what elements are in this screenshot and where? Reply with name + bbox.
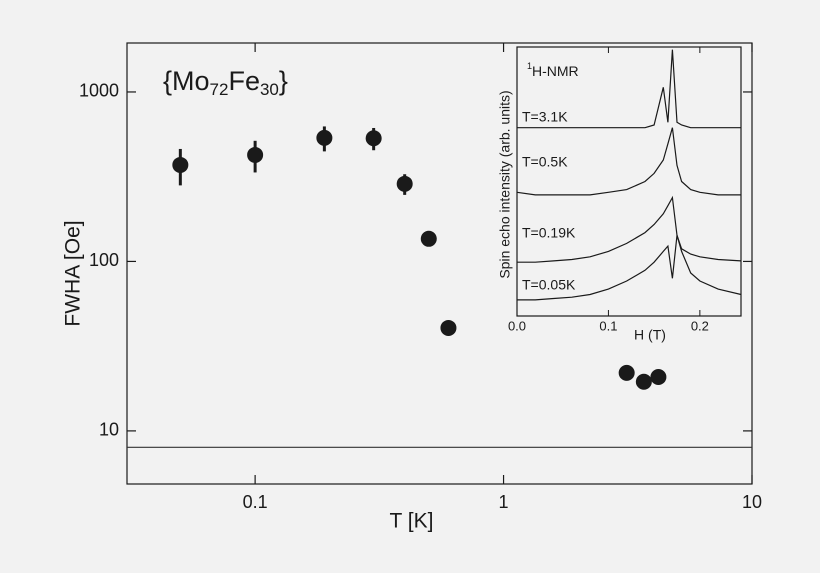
spectrum-line [517, 235, 742, 301]
data-point [172, 156, 189, 173]
y-tick-label: 10 [99, 420, 119, 440]
x-tick-label: 1 [499, 492, 509, 512]
inset-x-tick-label: 0.0 [508, 318, 526, 333]
series-label: T=0.19K [522, 225, 576, 241]
data-point [365, 130, 382, 147]
series-label: T=0.5K [522, 154, 568, 170]
annotation-part: } [279, 66, 288, 96]
y-tick-label: 100 [89, 250, 119, 270]
inset-x-tick-label: 0.2 [691, 318, 709, 333]
annotation-part: {Mo [163, 66, 210, 96]
annotation-part: 30 [260, 80, 279, 99]
data-point [650, 368, 667, 385]
series-label: T=3.1K [522, 109, 568, 125]
annotation-part: 72 [210, 80, 229, 99]
data-point [635, 373, 652, 390]
series-label: T=0.05K [522, 277, 576, 293]
inset-frame [516, 46, 742, 317]
data-point [440, 319, 457, 336]
spectrum-line [516, 127, 741, 196]
spectrum-line [517, 195, 742, 263]
inset-annotation-part: H-NMR [532, 63, 579, 79]
inset-annotation: 1H-NMR [527, 61, 579, 78]
x-tick-label: 0.1 [243, 492, 268, 512]
data-point [618, 364, 635, 381]
y-tick-label: 1000 [79, 81, 119, 101]
inset-annotation-part: 1 [527, 61, 532, 71]
inset-x-axis-label: H (T) [634, 327, 666, 343]
data-point [316, 129, 333, 146]
y-axis-label: FWHA [Oe] [62, 220, 85, 326]
x-axis-label: T [K] [390, 510, 434, 533]
annotation: {Mo72Fe30} [163, 66, 288, 99]
inset-y-axis-label: Spin echo intensity (arb. units) [497, 90, 513, 278]
data-point [420, 230, 437, 247]
plot-frame [126, 42, 753, 485]
annotation-part: Fe [228, 66, 260, 96]
inset-x-tick-label: 0.1 [599, 318, 617, 333]
x-tick-label: 10 [742, 492, 762, 512]
data-point [247, 146, 264, 163]
data-point [396, 175, 413, 192]
spectrum-line [517, 49, 741, 129]
